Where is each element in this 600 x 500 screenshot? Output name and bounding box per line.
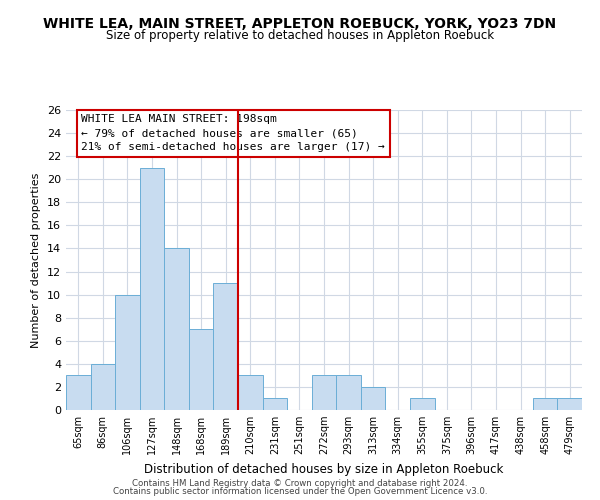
Text: WHITE LEA, MAIN STREET, APPLETON ROEBUCK, YORK, YO23 7DN: WHITE LEA, MAIN STREET, APPLETON ROEBUCK…	[43, 18, 557, 32]
Bar	[164, 248, 189, 410]
X-axis label: Distribution of detached houses by size in Appleton Roebuck: Distribution of detached houses by size …	[145, 462, 503, 475]
Bar	[533, 398, 557, 410]
Text: Contains public sector information licensed under the Open Government Licence v3: Contains public sector information licen…	[113, 487, 487, 496]
Bar	[410, 398, 434, 410]
Bar	[557, 398, 582, 410]
Text: Size of property relative to detached houses in Appleton Roebuck: Size of property relative to detached ho…	[106, 29, 494, 42]
Bar	[312, 376, 336, 410]
Text: Contains HM Land Registry data © Crown copyright and database right 2024.: Contains HM Land Registry data © Crown c…	[132, 478, 468, 488]
Bar	[115, 294, 140, 410]
Bar	[140, 168, 164, 410]
Bar	[238, 376, 263, 410]
Bar	[361, 387, 385, 410]
Bar	[214, 283, 238, 410]
Bar	[91, 364, 115, 410]
Bar	[263, 398, 287, 410]
Y-axis label: Number of detached properties: Number of detached properties	[31, 172, 41, 348]
Bar	[189, 329, 214, 410]
Bar	[66, 376, 91, 410]
Bar	[336, 376, 361, 410]
Text: WHITE LEA MAIN STREET: 198sqm
← 79% of detached houses are smaller (65)
21% of s: WHITE LEA MAIN STREET: 198sqm ← 79% of d…	[82, 114, 385, 152]
